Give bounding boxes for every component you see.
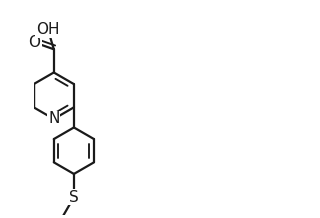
Text: N: N xyxy=(48,111,60,126)
Text: O: O xyxy=(28,35,40,50)
Text: OH: OH xyxy=(36,22,60,37)
Text: S: S xyxy=(69,190,79,205)
